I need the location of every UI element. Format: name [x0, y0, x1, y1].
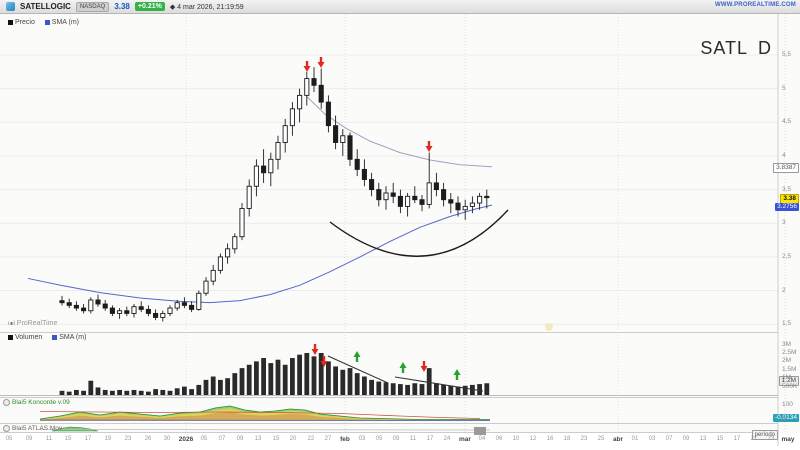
blue-sma-tag: 3.2756	[775, 203, 799, 211]
legend-sma-label: SMA (m)	[51, 19, 80, 26]
volume-value-tag: 1.2M	[778, 376, 799, 386]
chart-title-symbol: SATL	[700, 38, 748, 58]
legend-precio[interactable]: Precio	[8, 19, 35, 26]
atlas-label-text: Blai5 ATLAS Mov	[12, 425, 63, 433]
sma-swatch-icon	[44, 19, 50, 25]
quote-datetime: ◆ 4 mar 2026, 21:19:59	[169, 3, 244, 11]
price-pane-legend: Precio SMA (m)	[8, 19, 87, 26]
sma-value-tag: 3.8387	[773, 163, 799, 173]
legend-volume-sma-label: SMA (m)	[59, 334, 87, 341]
legend-volumen-label: Volumen	[15, 334, 43, 341]
indicator-toggle-icon[interactable]	[3, 425, 10, 432]
koncorde-indicator-label[interactable]: Blai5 Koncorde v.09	[3, 399, 70, 406]
prorealtime-watermark-label: ProRealTime	[16, 320, 58, 327]
precio-swatch-icon	[8, 19, 13, 25]
last-price: 3.38	[114, 2, 130, 11]
exchange-badge: NASDAQ	[75, 1, 110, 12]
prorealtime-watermark: ı∎l ProRealTime	[8, 320, 57, 327]
indicator-toggle-icon[interactable]	[3, 399, 10, 406]
koncorde-label-text: Blai5 Koncorde v.09	[12, 399, 70, 407]
symbol-name[interactable]: SATELLOGIC	[20, 2, 71, 11]
atlas-indicator-label[interactable]: Blai5 ATLAS Mov	[3, 425, 62, 432]
volumen-swatch-icon	[8, 334, 13, 340]
legend-volumen[interactable]: Volumen	[8, 334, 42, 341]
period-box[interactable]: período	[751, 430, 778, 440]
atlas-value-tag: -0.0134	[772, 414, 799, 422]
legend-volume-sma[interactable]: SMA (m)	[52, 334, 86, 341]
prorealtime-logo-icon	[6, 2, 15, 11]
volume-sma-swatch-icon	[52, 334, 58, 340]
bar-chart-icon: ı∎l	[8, 321, 15, 327]
volume-pane-legend: Volumen SMA (m)	[8, 334, 94, 341]
chart-title-timeframe: D	[758, 38, 772, 58]
website-link[interactable]: WWW.PROREALTIME.COM	[714, 2, 796, 8]
change-percent-badge: +0.21%	[134, 2, 165, 11]
header-bar: SATELLOGIC NASDAQ 3.38 +0.21% ◆ 4 mar 20…	[0, 0, 800, 14]
legend-sma[interactable]: SMA (m)	[44, 19, 80, 26]
chart-title: SATL D	[700, 38, 772, 59]
legend-precio-label: Precio	[15, 19, 35, 26]
